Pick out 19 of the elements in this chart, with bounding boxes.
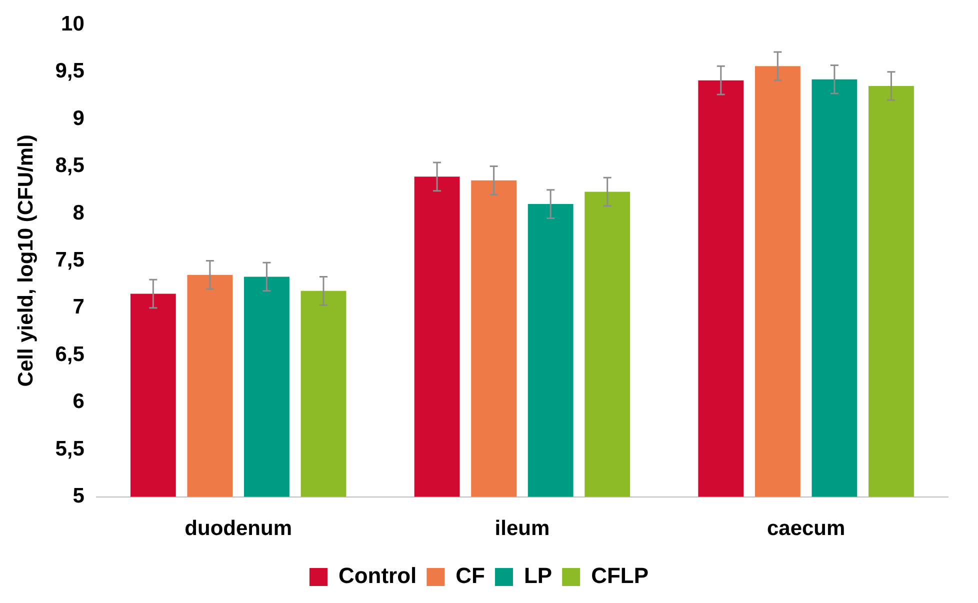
- legend-label: CFLP: [591, 563, 649, 588]
- y-axis-title: Cell yield, log10 (CFU/ml): [14, 134, 38, 387]
- legend-label: LP: [524, 563, 552, 588]
- x-tick-label: caecum: [766, 517, 846, 540]
- x-tick-label: duodenum: [184, 517, 292, 540]
- x-tick-label: ileum: [494, 517, 550, 540]
- legend-label: Control: [338, 563, 417, 588]
- legend-label: CF: [456, 563, 485, 588]
- y-tick-label: 9: [72, 106, 84, 130]
- y-tick-label: 6: [72, 390, 84, 414]
- y-tick-label: 5,5: [55, 437, 85, 460]
- y-tick-label: 7,5: [55, 248, 85, 272]
- y-tick-label: 6,5: [55, 342, 85, 366]
- y-tick-label: 8: [72, 201, 85, 224]
- y-tick-label: 10: [61, 12, 84, 36]
- y-tick-label: 7: [72, 296, 84, 319]
- y-tick-label: 9,5: [55, 60, 85, 83]
- y-tick-label: 5: [72, 484, 85, 508]
- y-tick-label: 8,5: [55, 154, 85, 178]
